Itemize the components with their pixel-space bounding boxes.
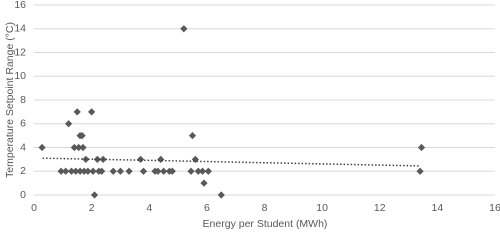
x-tick-label: 2: [89, 202, 95, 214]
scatter-point: [75, 143, 83, 152]
y-tick-label: 6: [20, 118, 26, 130]
y-tick-label: 4: [20, 141, 26, 153]
x-tick-label: 14: [432, 202, 444, 214]
y-tick-label: 0: [20, 189, 26, 201]
y-tick-label: 8: [20, 94, 26, 106]
scatter-point: [416, 167, 424, 175]
scatter-point: [90, 191, 99, 199]
scatter-point: [116, 167, 125, 175]
x-tick-label: 8: [262, 202, 268, 214]
scatter-point: [204, 167, 212, 175]
scatter-point: [200, 179, 208, 187]
y-tick-label: 2: [20, 165, 26, 177]
scatter-point: [157, 155, 165, 163]
y-tick-label: 10: [14, 70, 26, 82]
y-axis-title: Temperature Setpoint Range (°C): [4, 22, 16, 178]
scatter-point: [98, 167, 106, 175]
scatter-point: [70, 143, 78, 152]
scatter-point: [38, 143, 46, 152]
scatter-point: [188, 132, 197, 140]
scatter-point: [79, 143, 87, 152]
page: {"chart_data": {"type": "scatter", "x_la…: [3, 0, 500, 230]
scatter-point: [72, 167, 80, 175]
scatter-point: [62, 167, 70, 175]
scatter-point: [154, 167, 162, 175]
chart: Energy per Student (MWh) Temperature Set…: [4, 0, 500, 230]
scatter-point: [84, 167, 92, 175]
scatter-point: [89, 167, 97, 175]
scatter-point: [125, 167, 133, 175]
scatter-point: [180, 25, 188, 33]
scatter-point: [137, 155, 145, 163]
scatter-point: [80, 167, 88, 175]
y-tick-label: 14: [14, 23, 26, 35]
scatter-point: [88, 108, 96, 116]
scatter-point: [198, 167, 207, 175]
scatter-point: [139, 167, 148, 175]
x-axis-title: Energy per Student (MWh): [203, 218, 328, 230]
scatter-point: [78, 132, 86, 140]
scatter-point: [109, 167, 117, 175]
scatter-point: [217, 191, 225, 199]
scatter-point: [67, 167, 76, 175]
x-tick-label: 6: [204, 202, 210, 214]
x-tick-label: 4: [146, 202, 152, 214]
scatter-point: [57, 167, 65, 175]
scatter-point: [64, 120, 73, 128]
scatter-point: [93, 155, 101, 163]
scatter-point: [73, 108, 81, 116]
scatter-point: [194, 167, 202, 175]
x-tick-label: 10: [316, 202, 328, 214]
scatter-point: [168, 167, 176, 175]
x-tick-label: 0: [31, 202, 37, 214]
y-tick-label: 12: [14, 46, 26, 58]
y-tick-label: 16: [14, 0, 26, 11]
x-tick-label: 16: [489, 202, 500, 214]
scatter-point: [76, 167, 84, 175]
scatter-point: [160, 167, 168, 175]
trendline: [42, 157, 421, 167]
scatter-point: [417, 143, 426, 152]
scatter-point: [187, 167, 195, 175]
x-tick-label: 12: [374, 202, 386, 214]
